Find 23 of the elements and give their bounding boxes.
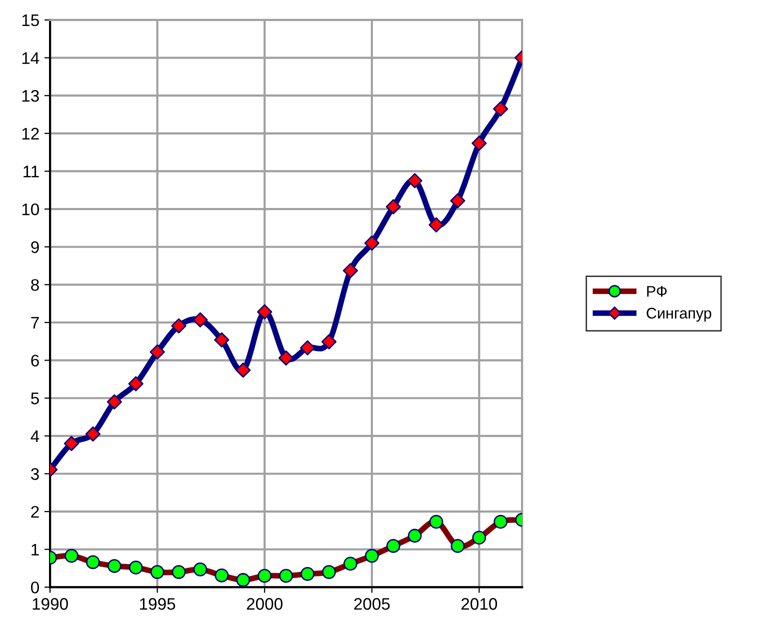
legend-label: РФ	[647, 286, 667, 297]
x-tick-label: 2010	[461, 598, 498, 610]
y-tick-label: 7	[31, 317, 39, 329]
y-tick-label: 4	[30, 430, 40, 442]
y-tick-label: 12	[22, 128, 39, 140]
y-tick-label: 2	[31, 506, 39, 518]
y-tick-label: 0	[31, 582, 39, 594]
y-tick-label: 9	[31, 241, 39, 254]
x-tick-label: 2000	[246, 598, 282, 610]
y-tick-label: 8	[31, 279, 39, 291]
y-tick-label: 13	[22, 90, 39, 102]
y-tick-label: 6	[31, 354, 39, 366]
x-tick-label: 2005	[354, 598, 390, 610]
y-tick-label: 15	[22, 14, 39, 26]
y-tick-label: 10	[22, 203, 39, 216]
x-tick-label: 1995	[140, 598, 176, 610]
y-tick-label: 11	[24, 166, 39, 178]
legend-label: Сингапур	[646, 308, 712, 322]
y-tick-label: 1	[32, 544, 39, 556]
y-tick-label: 14	[22, 52, 40, 64]
x-tick-label: 1990	[32, 598, 68, 610]
y-tick-label: 3	[31, 468, 39, 480]
y-tick-label: 5	[31, 392, 39, 404]
